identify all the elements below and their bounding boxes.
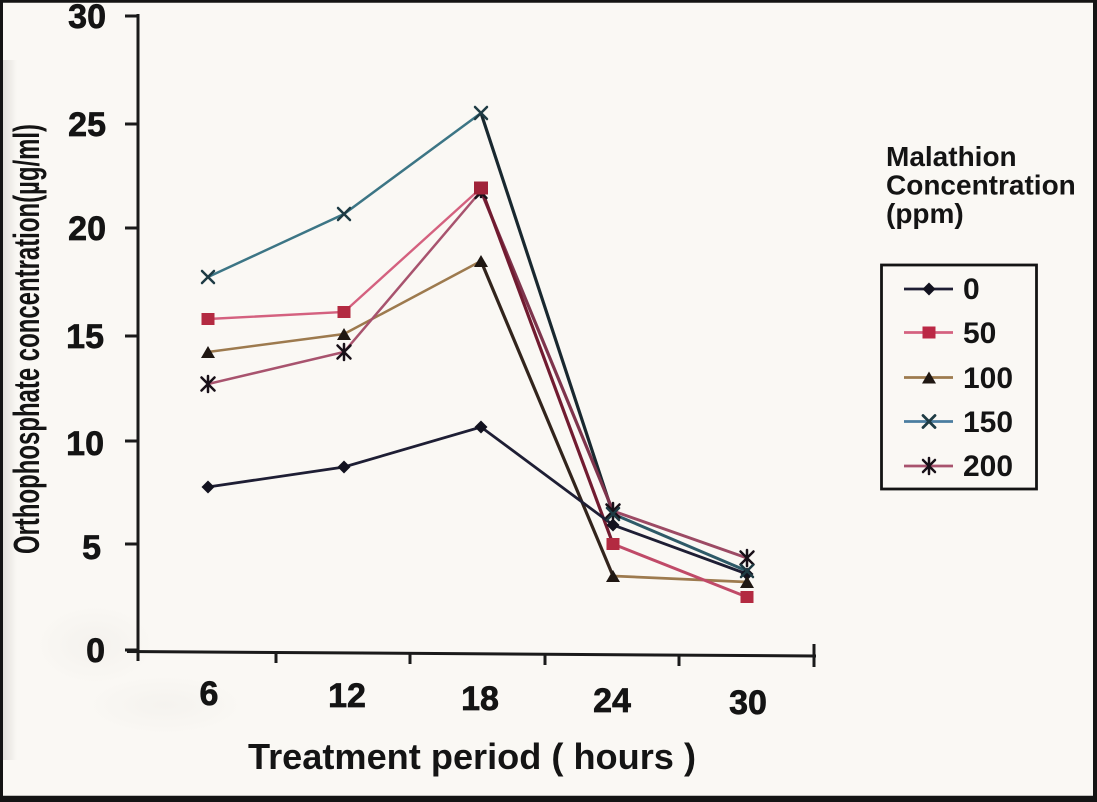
svg-text:Concentration: Concentration [886, 170, 1076, 201]
svg-text:(ppm): (ppm) [886, 198, 964, 229]
svg-text:25: 25 [68, 106, 106, 144]
svg-text:0: 0 [86, 632, 105, 670]
svg-text:20: 20 [68, 210, 106, 248]
svg-text:15: 15 [66, 318, 104, 356]
svg-text:12: 12 [328, 677, 366, 715]
svg-text:0: 0 [963, 273, 980, 306]
svg-text:Malathion: Malathion [886, 141, 1017, 172]
svg-text:10: 10 [66, 425, 104, 463]
svg-text:Orthophosphate concentration(µ: Orthophosphate concentration(µg/ml) [6, 124, 47, 554]
svg-text:24: 24 [593, 682, 631, 720]
svg-text:30: 30 [729, 684, 767, 722]
svg-text:6: 6 [200, 675, 219, 713]
svg-text:200: 200 [963, 450, 1013, 483]
svg-text:Treatment period ( hours ): Treatment period ( hours ) [248, 736, 696, 777]
svg-text:150: 150 [963, 406, 1013, 439]
svg-text:100: 100 [963, 362, 1013, 395]
svg-text:18: 18 [461, 680, 499, 718]
svg-text:30: 30 [68, 0, 106, 36]
svg-text:5: 5 [82, 529, 101, 567]
svg-text:50: 50 [963, 317, 996, 350]
